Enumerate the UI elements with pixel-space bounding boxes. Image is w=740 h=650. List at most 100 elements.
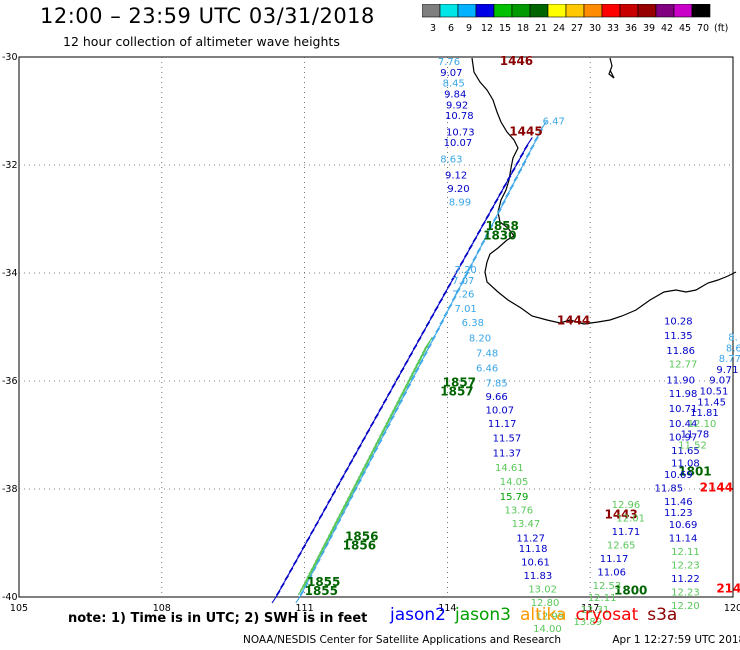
track-mark bbox=[292, 552, 302, 565]
latitude-tick-label: -30 bbox=[2, 52, 18, 63]
swh-value-label: 10.51 bbox=[700, 387, 729, 398]
swh-value-label: 11.17 bbox=[600, 554, 629, 565]
colorbar-label: 24 bbox=[553, 23, 565, 34]
swh-value-label: 9.07 bbox=[440, 68, 462, 79]
track-mark bbox=[511, 160, 520, 173]
swh-value-label: 11.52 bbox=[678, 441, 707, 452]
colorbar-label: 12 bbox=[481, 23, 493, 34]
swh-value-label: 10.61 bbox=[521, 558, 550, 569]
track-mark bbox=[439, 311, 449, 325]
colorbar-label: 9 bbox=[466, 23, 472, 34]
swh-value-label: 7.01 bbox=[455, 304, 477, 315]
track-mark bbox=[331, 483, 341, 496]
track-mark bbox=[464, 264, 473, 277]
track-mark bbox=[534, 128, 543, 142]
swh-value-label: 12.77 bbox=[669, 360, 698, 371]
swh-value-label: 11.78 bbox=[681, 430, 710, 441]
track-mark bbox=[443, 304, 453, 317]
pass-time-label: 1855 bbox=[307, 575, 340, 589]
track-mark bbox=[422, 343, 432, 357]
track-mark bbox=[275, 583, 285, 596]
swh-value-label: 6.47 bbox=[543, 117, 565, 128]
track-mark bbox=[438, 290, 448, 304]
track-mark bbox=[446, 275, 456, 289]
track-mark bbox=[387, 383, 396, 396]
track-mark bbox=[297, 582, 307, 596]
longitude-tick-label: 105 bbox=[10, 603, 28, 614]
swh-value-label: 11.23 bbox=[664, 508, 693, 519]
pass-time-label: 1857 bbox=[443, 375, 476, 389]
track-mark bbox=[335, 475, 345, 488]
island-path bbox=[608, 57, 615, 79]
track-mark bbox=[498, 183, 508, 196]
track-mark bbox=[447, 296, 457, 309]
satellite-legend: jason2 jason3 altika cryosat s3a bbox=[390, 605, 686, 625]
map-title: 12:00 – 23:59 UTC 03/31/2018 bbox=[40, 4, 375, 28]
latitude-tick-label: -34 bbox=[2, 268, 18, 279]
swh-value-label: 14.61 bbox=[495, 463, 524, 474]
swh-value-label: 9.71 bbox=[716, 365, 738, 376]
swh-value-label: 11.46 bbox=[664, 497, 693, 508]
legend-jason2: jason2 bbox=[390, 605, 446, 625]
track-mark bbox=[307, 566, 317, 580]
track-mark bbox=[468, 237, 478, 250]
swh-value-label: 12.11 bbox=[671, 547, 700, 558]
longitude-tick-label: 111 bbox=[296, 603, 314, 614]
swh-value-label: 10.44 bbox=[669, 419, 698, 430]
track-mark bbox=[395, 367, 405, 381]
swh-value-label: 11.18 bbox=[519, 544, 548, 555]
track-mark bbox=[455, 260, 465, 273]
swh-value-label: 7.26 bbox=[452, 289, 474, 300]
legend-altika: altika bbox=[520, 605, 567, 625]
track-mark bbox=[299, 582, 309, 596]
track-mark bbox=[408, 344, 418, 358]
track-mark bbox=[324, 534, 334, 548]
wave-height-color-scale: 3 6 9 12 15 18 21 24 27 30 33 36 39 42 45 70 (ft) bbox=[422, 4, 728, 34]
pass-time-label: 1800 bbox=[614, 583, 647, 597]
track-mark bbox=[506, 167, 516, 181]
track-mark bbox=[344, 495, 354, 508]
legend-s3a: s3a bbox=[647, 605, 678, 625]
track-mark bbox=[523, 137, 533, 150]
track-mark bbox=[344, 459, 354, 473]
track-mark bbox=[484, 224, 494, 238]
track-mark bbox=[517, 160, 527, 174]
swh-value-label: 12.10 bbox=[688, 419, 717, 430]
swh-value-label: 7.76 bbox=[438, 57, 460, 68]
swh-value-label: 8.6 bbox=[726, 343, 740, 354]
track-mark bbox=[357, 471, 367, 484]
swh-value-label: 8.45 bbox=[443, 79, 465, 90]
track-mark bbox=[373, 439, 383, 453]
legend-jason3: jason3 bbox=[455, 605, 511, 625]
track-mark bbox=[399, 360, 409, 373]
colorbar-label: 27 bbox=[571, 23, 583, 34]
swh-value-label: 10.69 bbox=[669, 520, 698, 531]
track-mark bbox=[369, 413, 379, 427]
swh-value-label: 12.23 bbox=[671, 587, 700, 598]
track-mark bbox=[340, 503, 350, 516]
track-mark bbox=[435, 319, 445, 333]
swh-value-label: 9.66 bbox=[485, 392, 507, 403]
track-mark bbox=[442, 283, 452, 296]
track-mark bbox=[513, 168, 523, 182]
colorbar-label: 39 bbox=[643, 23, 655, 34]
colorbar-swatch bbox=[691, 4, 711, 18]
track-mark bbox=[529, 136, 539, 150]
pass-time-label: 1858 bbox=[485, 219, 518, 233]
track-mark bbox=[301, 536, 311, 550]
track-mark bbox=[288, 559, 298, 573]
track-mark bbox=[492, 208, 502, 222]
note-text: note: 1) Time is in UTC; 2) SWH is in fe… bbox=[68, 611, 368, 626]
pass-time-label: 1856 bbox=[343, 538, 376, 552]
track-mark bbox=[489, 198, 499, 212]
longitude-tick-label: 114 bbox=[438, 603, 456, 614]
track-mark bbox=[416, 329, 426, 342]
track-mark bbox=[402, 383, 412, 397]
swh-value-label: 8. bbox=[728, 333, 738, 344]
track-mark bbox=[297, 544, 307, 558]
footer: NOAA/NESDIS Center for Satellite Applica… bbox=[243, 634, 740, 646]
colorbar-label: 18 bbox=[517, 23, 529, 34]
track-mark bbox=[320, 542, 329, 556]
swh-value-label: 7.48 bbox=[476, 349, 498, 360]
